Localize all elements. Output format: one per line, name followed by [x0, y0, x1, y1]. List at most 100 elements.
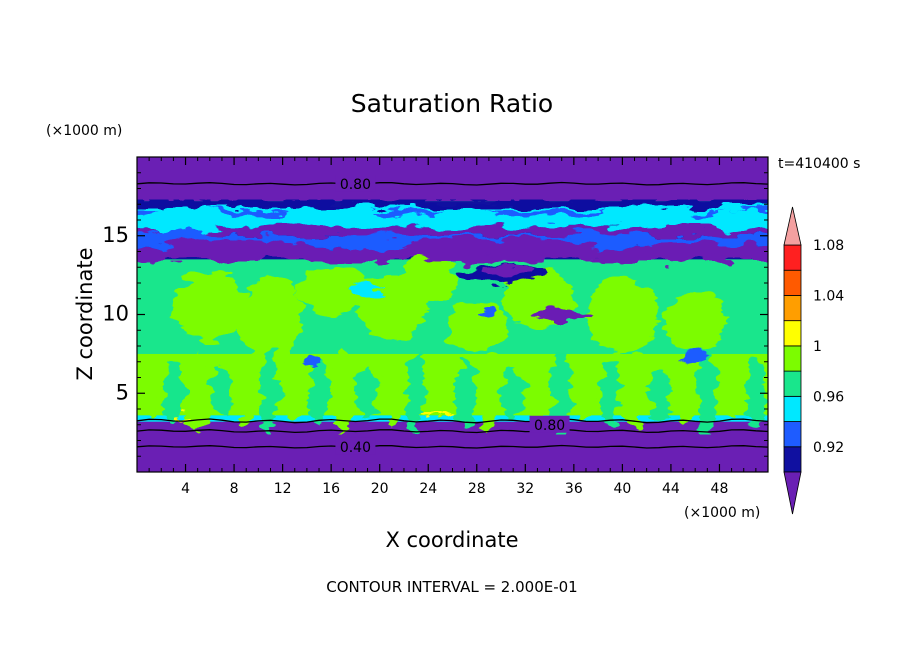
field-patch	[161, 238, 307, 258]
field-plume	[309, 360, 329, 427]
colorbar-box	[783, 421, 802, 448]
colorbar-label: 1.08	[813, 238, 844, 254]
x-tick-label: 12	[274, 481, 292, 497]
field-plume	[357, 368, 378, 419]
field-plume	[212, 368, 232, 419]
colorbar-box	[783, 269, 802, 296]
field-patch	[282, 205, 380, 228]
field-patch	[634, 242, 756, 258]
x-tick-label: 44	[662, 481, 680, 497]
field-patch-lime	[446, 301, 508, 353]
contour-line-080-bottom	[137, 418, 768, 424]
field-plume	[285, 368, 305, 419]
field-patch-dark	[531, 308, 593, 321]
y-tick-label: 10	[102, 302, 129, 326]
colorbar-box	[783, 345, 802, 372]
field-layer	[137, 199, 768, 208]
contour-line-080-top	[137, 181, 768, 186]
colorbar-box	[783, 244, 802, 271]
field-patch-dark	[680, 353, 710, 364]
field-plume	[673, 360, 693, 427]
colorbar-label: 0.96	[813, 389, 844, 405]
colorbar-top-triangle	[783, 206, 802, 246]
field-plume	[527, 360, 548, 427]
field-plume	[503, 368, 523, 419]
field-plume	[163, 360, 184, 427]
x-tick-label: 4	[181, 481, 190, 497]
field-plume	[576, 368, 596, 419]
contour-interval-note: CONTOUR INTERVAL = 2.000E-01	[326, 578, 577, 596]
contour-line-040	[137, 444, 768, 449]
field-patch-dark	[305, 357, 321, 367]
x-axis-unit: (×1000 m)	[684, 505, 760, 521]
colorbar-box	[783, 295, 802, 322]
field-plume	[721, 368, 742, 419]
field-plume	[430, 368, 451, 419]
field-plume	[382, 360, 402, 427]
field-plume	[187, 352, 208, 435]
plot-area	[137, 157, 768, 472]
field-layer	[137, 226, 768, 236]
chart-title: Saturation Ratio	[351, 89, 553, 118]
field-patch-lime	[173, 271, 247, 342]
x-tick-label: 48	[711, 481, 729, 497]
field-plume	[600, 360, 620, 427]
field-patch-yellow	[175, 413, 196, 418]
field-plume	[260, 352, 281, 435]
x-axis-label: X coordinate	[385, 528, 518, 552]
field-patch	[695, 210, 768, 230]
field-patch-lime	[397, 257, 459, 302]
field-patch-lime	[240, 275, 301, 370]
field-plume	[649, 368, 669, 419]
x-tick-label: 32	[516, 481, 534, 497]
field-plume	[746, 360, 766, 427]
field-plume	[139, 368, 159, 419]
y-axis-label: Z coordinate	[73, 247, 97, 380]
contour-label-bg	[529, 415, 570, 433]
field-band	[137, 157, 768, 202]
x-axis-ticks: 4 8 12 16 20 24 28 32 36 40 44 48	[148, 157, 757, 497]
colorbar-box	[783, 320, 802, 347]
contour-label: 0.80	[534, 418, 565, 434]
field-plume	[406, 352, 426, 435]
contour-label-bg	[335, 174, 376, 192]
colorbar-box	[783, 446, 802, 473]
x-tick-label: 40	[613, 481, 631, 497]
time-label: t=410400 s	[778, 156, 860, 172]
field-patch-light	[350, 286, 385, 296]
contour-line-060	[137, 428, 768, 434]
y-tick-label: 15	[102, 223, 129, 247]
field-patch	[428, 208, 502, 228]
colorbar-box	[783, 395, 802, 422]
contour-label: 0.80	[340, 177, 371, 193]
field-plume	[236, 360, 256, 427]
field-patch	[598, 205, 696, 228]
colorbar-label: 1.04	[813, 288, 844, 304]
contour-lines	[137, 181, 768, 449]
colorbar-box	[783, 370, 802, 397]
field-patch-dark	[482, 264, 532, 276]
contour-label-bg	[335, 437, 376, 455]
x-tick-label: 24	[419, 481, 437, 497]
field-band	[137, 353, 768, 416]
x-tick-label: 8	[230, 481, 239, 497]
field-plume	[552, 352, 572, 435]
field-plume	[454, 360, 475, 427]
y-tick-label: 5	[116, 380, 129, 404]
colorbar-label: 1	[813, 339, 822, 355]
contour-labels: 0.80 0.80 0.40	[335, 174, 570, 456]
field-patch-lime	[294, 267, 368, 315]
x-tick-label: 36	[565, 481, 583, 497]
colorbar-bottom-triangle	[783, 471, 802, 515]
field-patch	[149, 207, 222, 233]
x-tick-label: 16	[322, 481, 340, 497]
colorbar: 0.92 0.96 1 1.04 1.08	[783, 206, 844, 515]
field-plume	[697, 352, 718, 435]
field-patch-yellow	[423, 413, 458, 418]
x-tick-label: 28	[468, 481, 486, 497]
field-patch-dark	[481, 309, 497, 320]
field-patch-lime	[585, 276, 659, 353]
y-axis-ticks: 5 10 15	[102, 172, 768, 457]
field-plume	[624, 352, 645, 435]
